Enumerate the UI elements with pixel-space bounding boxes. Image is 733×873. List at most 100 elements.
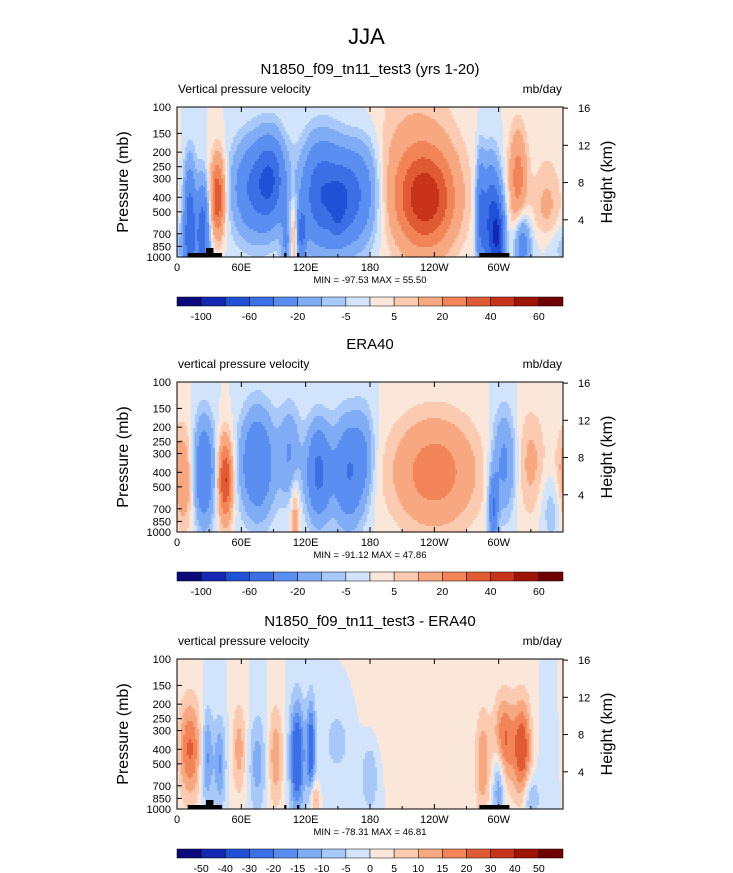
x-tick-label: 120E xyxy=(293,262,319,274)
colorbar-swatch xyxy=(321,296,347,307)
colorbar-label: 5 xyxy=(391,863,397,873)
y2-tick-label: 8 xyxy=(578,453,584,465)
colorbar-label: 0 xyxy=(367,863,373,873)
colorbar-swatch xyxy=(200,571,226,582)
y-tick-label: 850 xyxy=(153,793,171,805)
land-mask xyxy=(479,253,510,257)
colorbar-label: -100 xyxy=(191,586,212,598)
y-tick-label: 250 xyxy=(153,437,171,449)
y-axis-label: Pressure (mb) xyxy=(115,683,132,784)
land-mask xyxy=(205,800,214,809)
colorbar-label: 10 xyxy=(412,863,424,873)
y-tick-label: 500 xyxy=(153,207,171,219)
x-tick-label: 120W xyxy=(420,814,449,826)
land-mask xyxy=(284,805,287,809)
colorbar-swatch xyxy=(490,296,515,307)
colorbar xyxy=(176,848,564,859)
colorbar-label: 40 xyxy=(485,586,497,598)
y2-tick-label: 12 xyxy=(578,140,590,152)
field-raster xyxy=(177,107,564,258)
colorbar-swatch xyxy=(418,571,443,582)
y2-axis-label: Height (km) xyxy=(599,693,616,776)
colorbar-label: -20 xyxy=(290,586,305,598)
colorbar-label: -10 xyxy=(314,863,329,873)
x-tick-label: 180 xyxy=(361,262,379,274)
panels: N1850_f09_tn11_test3 (yrs 1-20) Vertical … xyxy=(115,61,616,873)
colorbar-label: 20 xyxy=(461,863,473,873)
y-tick-label: 500 xyxy=(153,482,171,494)
units-label: mb/day xyxy=(523,634,562,648)
y-tick-label: 100 xyxy=(153,377,171,389)
y-tick-label: 1000 xyxy=(147,527,171,539)
colorbar-swatch xyxy=(297,571,322,582)
colorbar-swatch xyxy=(442,848,467,859)
colorbar-label: 5 xyxy=(391,586,397,598)
y-tick-label: 200 xyxy=(153,699,171,711)
land-mask xyxy=(187,805,223,809)
colorbar-swatch xyxy=(297,296,322,307)
colorbar-swatch xyxy=(442,571,467,582)
colorbar-label: 5 xyxy=(391,311,397,323)
colorbar-swatch xyxy=(393,848,419,859)
colorbar-label: -5 xyxy=(341,311,350,323)
y-tick-label: 850 xyxy=(153,516,171,528)
x-tick-label: 60W xyxy=(487,537,510,549)
y2-tick-label: 8 xyxy=(578,178,584,190)
colorbar-label: 60 xyxy=(533,311,545,323)
colorbar-label: 60 xyxy=(533,586,545,598)
min-max-label: MIN = -91.12 MAX = 47.86 xyxy=(313,550,426,561)
y2-tick-label: 16 xyxy=(578,378,590,390)
colorbar-swatch xyxy=(345,571,371,582)
y2-tick-label: 16 xyxy=(578,103,590,115)
y2-tick-label: 4 xyxy=(578,767,584,779)
panel-title: N1850_f09_tn11_test3 (yrs 1-20) xyxy=(260,61,479,78)
land-mask xyxy=(297,253,300,257)
colorbar-swatch xyxy=(466,848,491,859)
y-tick-label: 850 xyxy=(153,241,171,253)
land-mask xyxy=(187,253,223,257)
colorbar-label: 15 xyxy=(437,863,449,873)
colorbar-swatch xyxy=(225,571,250,582)
colorbar-label: -5 xyxy=(341,863,350,873)
y-tick-label: 1000 xyxy=(147,804,171,816)
variable-label: Vertical pressure velocity xyxy=(178,82,311,96)
colorbar-swatch xyxy=(538,571,564,582)
min-max-label: MIN = -97.53 MAX = 55.50 xyxy=(313,275,426,286)
x-tick-label: 60E xyxy=(232,262,252,274)
y-tick-label: 300 xyxy=(153,726,171,738)
colorbar-swatch xyxy=(249,848,274,859)
y-tick-label: 250 xyxy=(153,714,171,726)
units-label: mb/day xyxy=(523,82,562,96)
chart-panel-1: N1850_f09_tn11_test3 (yrs 1-20) Vertical … xyxy=(115,61,616,323)
colorbar-swatch xyxy=(200,296,226,307)
colorbar-swatch xyxy=(490,571,515,582)
x-tick-label: 0 xyxy=(174,262,180,274)
colorbar-label: -5 xyxy=(341,586,350,598)
colorbar-label: 20 xyxy=(437,311,449,323)
colorbar-swatch xyxy=(225,296,250,307)
colorbar-swatch xyxy=(418,848,443,859)
colorbar-swatch xyxy=(538,848,564,859)
colorbar-swatch xyxy=(345,848,371,859)
y-tick-label: 400 xyxy=(153,467,171,479)
colorbar-label: 40 xyxy=(485,311,497,323)
land-mask xyxy=(479,805,510,809)
y-tick-label: 150 xyxy=(153,680,171,692)
y2-tick-label: 12 xyxy=(578,692,590,704)
colorbar-label: 50 xyxy=(533,863,545,873)
colorbar-label: -50 xyxy=(194,863,209,873)
colorbar-label: -20 xyxy=(266,863,281,873)
colorbar-label: 20 xyxy=(437,586,449,598)
colorbar xyxy=(176,296,564,307)
y-tick-label: 200 xyxy=(153,422,171,434)
y-tick-label: 700 xyxy=(153,229,171,241)
field-raster xyxy=(177,659,564,810)
colorbar-swatch xyxy=(273,571,298,582)
colorbar-swatch xyxy=(249,571,274,582)
variable-label: vertical pressure velocity xyxy=(178,634,309,648)
colorbar-swatch xyxy=(490,848,515,859)
land-mask xyxy=(297,805,300,809)
x-tick-label: 120E xyxy=(293,814,319,826)
y-axis-label: Pressure (mb) xyxy=(115,406,132,507)
colorbar-swatch xyxy=(514,296,540,307)
